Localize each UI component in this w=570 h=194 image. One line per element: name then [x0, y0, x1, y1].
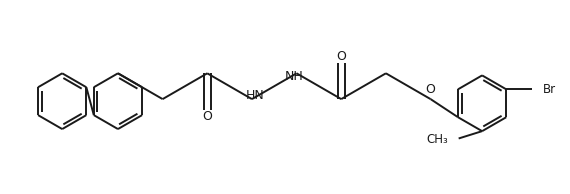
- Text: NH: NH: [284, 70, 303, 83]
- Text: CH₃: CH₃: [426, 133, 447, 146]
- Text: O: O: [202, 110, 212, 123]
- Text: O: O: [336, 50, 346, 63]
- Text: O: O: [426, 83, 435, 96]
- Text: HN: HN: [246, 89, 264, 102]
- Text: Br: Br: [543, 83, 556, 96]
